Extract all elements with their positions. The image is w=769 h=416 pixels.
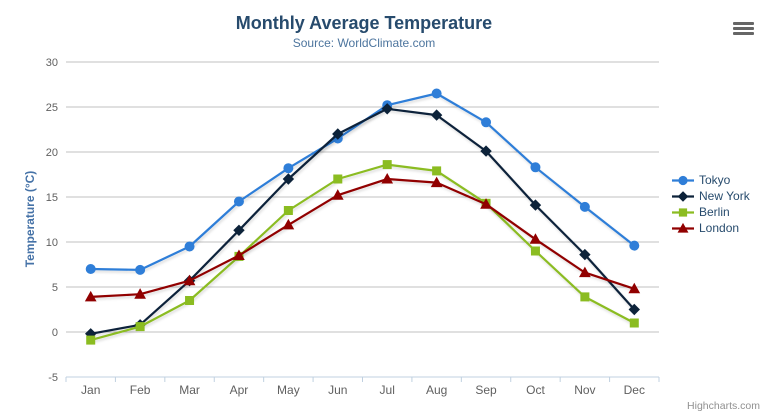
- data-point-square[interactable]: [185, 296, 195, 305]
- hamburger-icon: [733, 22, 754, 25]
- legend-item-tokyo[interactable]: Tokyo: [672, 172, 750, 188]
- data-point-diamond[interactable]: [430, 109, 443, 121]
- legend-item-berlin[interactable]: Berlin: [672, 204, 750, 220]
- data-point-square[interactable]: [530, 246, 540, 256]
- series-line: [89, 92, 636, 271]
- credits-link[interactable]: Highcharts.com: [687, 400, 760, 412]
- x-axis-label: Nov: [574, 383, 595, 397]
- data-point-circle[interactable]: [85, 264, 96, 274]
- x-axis-label: Apr: [230, 383, 249, 397]
- data-point-triangle[interactable]: [480, 198, 492, 209]
- triangle-legend-marker-icon: [672, 222, 694, 233]
- x-axis-label: Dec: [624, 383, 645, 397]
- chart-title: Monthly Average Temperature: [235, 13, 493, 33]
- diamond-legend-marker-icon: [672, 190, 694, 202]
- data-point-triangle[interactable]: [331, 189, 344, 200]
- series-line: [89, 163, 636, 342]
- data-point-circle[interactable]: [579, 201, 590, 212]
- legend-label: New York: [699, 189, 750, 203]
- circle-legend-marker-icon: [672, 175, 694, 185]
- data-point-square[interactable]: [283, 206, 293, 215]
- data-point-triangle[interactable]: [381, 172, 394, 184]
- y-axis-label: 20: [46, 147, 58, 159]
- x-axis-label: Jul: [380, 383, 395, 397]
- data-point-triangle[interactable]: [134, 288, 146, 299]
- data-point-triangle[interactable]: [529, 233, 542, 244]
- series-new-york: [85, 103, 640, 340]
- data-point-square[interactable]: [629, 318, 639, 328]
- data-point-square[interactable]: [432, 166, 442, 176]
- x-axis-label: Feb: [130, 383, 151, 397]
- series-line: [89, 177, 636, 298]
- data-point-triangle[interactable]: [430, 176, 443, 188]
- x-axis-label: Oct: [526, 383, 545, 397]
- data-point-diamond[interactable]: [332, 128, 344, 140]
- data-point-diamond[interactable]: [677, 190, 689, 202]
- y-axis-label: 5: [52, 282, 58, 294]
- data-point-square[interactable]: [135, 322, 145, 332]
- hamburger-icon: [733, 27, 754, 30]
- data-point-circle[interactable]: [481, 117, 492, 128]
- chart-subtitle: Source: WorldClimate.com: [292, 36, 436, 50]
- data-point-triangle[interactable]: [677, 222, 689, 233]
- legend-item-london[interactable]: London: [672, 220, 750, 236]
- data-point-square[interactable]: [678, 207, 688, 217]
- y-axis-label: 25: [46, 102, 58, 114]
- data-point-triangle[interactable]: [84, 290, 97, 302]
- x-axis-label: Jun: [328, 383, 347, 397]
- legend-label: Tokyo: [699, 173, 731, 187]
- y-axis-label: 15: [46, 192, 58, 204]
- y-axis-label: 0: [52, 327, 58, 339]
- data-point-triangle[interactable]: [233, 249, 245, 260]
- x-axis-label: Jan: [81, 383, 100, 397]
- x-axis-label: May: [277, 383, 300, 397]
- x-axis-label: Aug: [426, 383, 447, 397]
- x-axis-label: Sep: [475, 383, 497, 397]
- data-point-triangle[interactable]: [183, 274, 196, 286]
- data-point-square[interactable]: [382, 160, 392, 170]
- y-axis-label: -5: [48, 372, 58, 384]
- data-point-diamond[interactable]: [233, 224, 245, 237]
- series-tokyo: [85, 88, 640, 275]
- series-line: [89, 107, 636, 335]
- data-point-circle[interactable]: [283, 163, 294, 174]
- data-point-diamond[interactable]: [579, 248, 591, 261]
- legend: Tokyo New York Berlin London: [672, 172, 750, 236]
- data-point-circle[interactable]: [233, 196, 244, 207]
- y-axis-label: 30: [46, 57, 58, 69]
- data-point-diamond[interactable]: [480, 145, 492, 157]
- legend-label: Berlin: [699, 205, 730, 219]
- hamburger-icon: [733, 32, 754, 35]
- data-point-triangle[interactable]: [628, 282, 641, 294]
- data-point-circle[interactable]: [678, 175, 688, 185]
- square-legend-marker-icon: [672, 207, 694, 217]
- data-point-diamond[interactable]: [529, 199, 542, 211]
- series-london: [84, 172, 641, 302]
- legend-item-new-york[interactable]: New York: [672, 188, 750, 204]
- data-point-square[interactable]: [580, 292, 590, 302]
- data-point-diamond[interactable]: [628, 303, 640, 316]
- legend-label: London: [699, 221, 740, 235]
- data-point-square[interactable]: [333, 174, 343, 184]
- data-point-diamond[interactable]: [282, 173, 295, 185]
- export-menu-button[interactable]: [733, 22, 754, 35]
- data-point-circle[interactable]: [431, 88, 442, 99]
- data-point-square[interactable]: [86, 335, 96, 345]
- data-point-circle[interactable]: [530, 162, 541, 173]
- data-point-circle[interactable]: [135, 264, 146, 275]
- data-point-circle[interactable]: [629, 240, 640, 251]
- data-point-triangle[interactable]: [579, 266, 591, 278]
- x-axis-label: Mar: [179, 383, 200, 397]
- y-axis-label: 10: [46, 237, 58, 249]
- data-point-circle[interactable]: [184, 241, 195, 252]
- data-point-diamond[interactable]: [381, 103, 393, 115]
- data-point-triangle[interactable]: [282, 218, 295, 230]
- y-axis-title: Temperature (°C): [23, 170, 37, 268]
